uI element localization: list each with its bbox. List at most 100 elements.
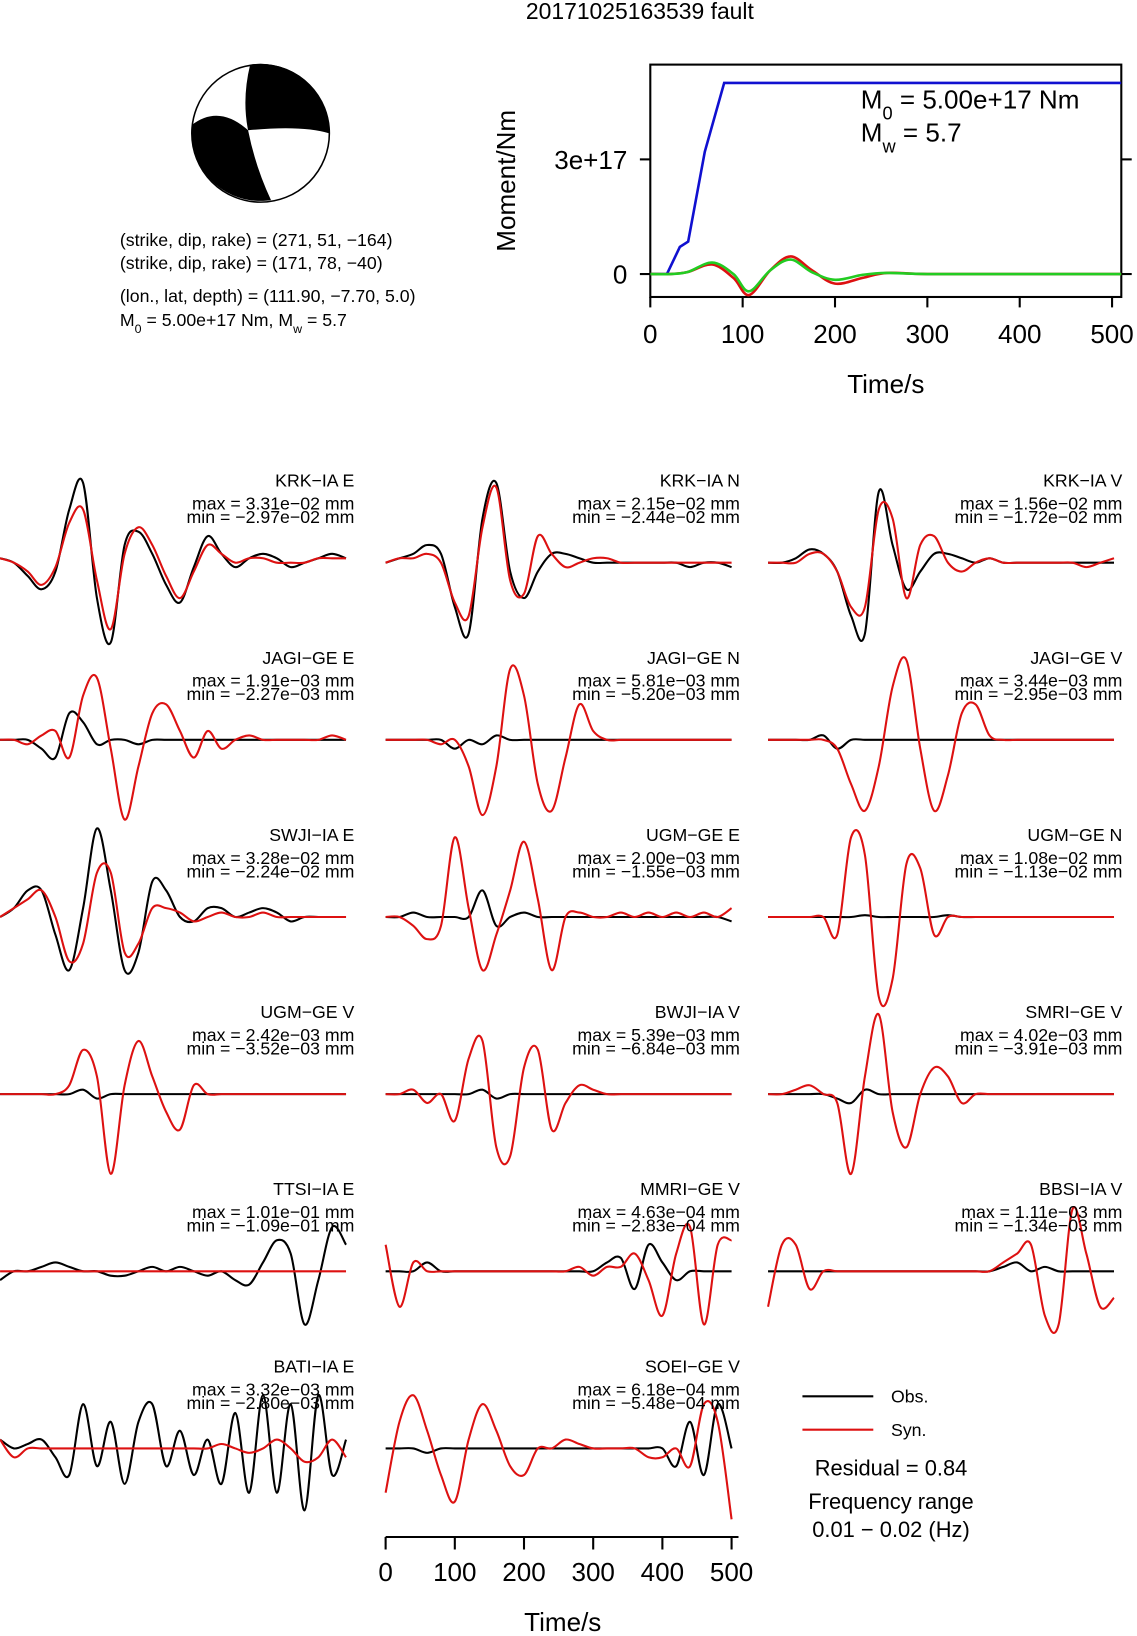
moment-chart: 0 100 200 300 400 500 0 3e+17 Time/s Moment/Nm M0 … [491, 63, 1134, 399]
max-label: max = 1.91e−03 mm [192, 671, 354, 691]
min-label: min = −6.84e−03 mm [572, 1039, 740, 1059]
syn-trace [385, 1034, 732, 1166]
x-tick-label: 400 [998, 319, 1041, 349]
text-part: = 5.00e+17 Nm, M [142, 310, 294, 330]
syn-trace [385, 836, 733, 972]
syn-trace [0, 673, 347, 821]
plot-area [650, 81, 1122, 297]
obs-trace [768, 1261, 1115, 1273]
obs-trace [385, 1403, 733, 1477]
max-label: max = 2.15e−02 mm [578, 494, 740, 514]
max-label: max = 1.08e−02 mm [960, 848, 1122, 868]
station-label: UGM−GE E [646, 825, 740, 845]
min-label: min = −1.34e−03 mm [955, 1216, 1123, 1236]
x-tick-label: 500 [1090, 319, 1133, 349]
station-label: BWJI−IA V [655, 1002, 740, 1022]
min-label: min = −2.24e−02 mm [187, 861, 355, 881]
syn-trace [767, 1206, 1115, 1334]
min-label: min = −1.72e−02 mm [955, 507, 1123, 527]
syn-trace [0, 1039, 347, 1175]
min-label: min = −1.09e−01 mm [187, 1216, 355, 1236]
min-label: min = −2.27e−03 mm [187, 684, 355, 704]
x-tick-label: 200 [813, 319, 856, 349]
max-label: max = 3.31e−02 mm [192, 494, 354, 514]
station-label: JAGI−GE V [1030, 648, 1122, 668]
obs-trace [768, 734, 1115, 750]
text-part: M [120, 310, 135, 330]
max-label: max = 2.42e−03 mm [192, 1025, 354, 1045]
obs-trace [385, 889, 732, 928]
max-label: max = 3.32e−03 mm [192, 1379, 354, 1399]
max-label: max = 5.39e−03 mm [578, 1025, 740, 1045]
x-tick-label: 100 [433, 1557, 476, 1587]
station-label: JAGI−GE N [647, 648, 740, 668]
station-label: TTSI−IA E [273, 1179, 354, 1199]
beachball [191, 63, 331, 203]
moment-annotation: M0 = 5.00e+17 Nm [861, 84, 1080, 123]
syn-trace [768, 500, 1115, 617]
text-part: w [881, 135, 896, 156]
obs-trace [0, 1224, 347, 1326]
plot-frame [649, 63, 1123, 299]
min-label: min = −1.13e−02 mm [955, 861, 1123, 881]
max-label: max = 1.01e−01 mm [192, 1202, 354, 1222]
syn-trace [385, 484, 732, 622]
max-label: max = 4.02e−03 mm [960, 1025, 1122, 1045]
max-label: max = 4.63e−04 mm [578, 1202, 740, 1222]
station-label: UGM−GE V [260, 1002, 354, 1022]
syn-trace [768, 656, 1115, 813]
frequency-range: 0.01 − 0.02 (Hz) [812, 1517, 969, 1542]
station-label: SMRI−GE V [1025, 1002, 1122, 1022]
text-part: = 5.7 [302, 310, 347, 330]
station-label: UGM−GE N [1027, 825, 1122, 845]
x-axis-label: Time/s [524, 1607, 601, 1636]
mechanism-info: (strike, dip, rake) = (271, 51, −164) (st… [120, 230, 416, 336]
residual: Residual = 0.84 [815, 1456, 968, 1481]
min-label: min = −3.52e−03 mm [187, 1039, 355, 1059]
min-label: min = −2.80e−03 mm [187, 1393, 355, 1413]
min-label: min = −2.83e−04 mm [572, 1216, 740, 1236]
figure-title: 20171025163539 fault [526, 0, 755, 24]
syn-trace [768, 828, 1115, 1008]
station-label: BATI−IA E [274, 1356, 355, 1376]
station-label: SWJI−IA E [269, 825, 354, 845]
min-label: min = −5.20e−03 mm [572, 684, 740, 704]
syn-trace [0, 862, 347, 964]
moment-line [650, 255, 1122, 297]
mechanism-line: (strike, dip, rake) = (171, 78, −40) [120, 253, 383, 273]
syn-trace [0, 505, 347, 631]
min-label: min = −2.95e−03 mm [955, 684, 1123, 704]
max-label: max = 3.28e−02 mm [192, 848, 354, 868]
y-tick-label: 0 [613, 259, 628, 289]
max-label: max = 5.81e−03 mm [578, 671, 740, 691]
text-part: w [292, 322, 302, 336]
obs-trace [385, 1242, 732, 1291]
frequency-title: Frequency range [808, 1489, 973, 1514]
moment-line [650, 258, 1122, 293]
min-label: min = −3.91e−03 mm [955, 1039, 1123, 1059]
station-label: KRK−IA E [275, 471, 354, 491]
station-label: BBSI−IA V [1039, 1179, 1122, 1199]
min-label: min = −2.44e−02 mm [572, 507, 740, 527]
moment-annotation: Mw = 5.7 [861, 118, 962, 156]
max-label: max = 6.18e−04 mm [578, 1379, 740, 1399]
x-tick-label: 100 [721, 319, 764, 349]
legend-label: Obs. [891, 1387, 928, 1407]
y-axis-label: Moment/Nm [491, 110, 521, 252]
text-part: M [861, 84, 883, 114]
max-label: max = 1.56e−02 mm [960, 494, 1122, 514]
obs-trace [0, 827, 347, 975]
obs-trace [0, 1394, 348, 1512]
x-axis-label: Time/s [847, 369, 924, 399]
mechanism-line: (lon., lat, depth) = (111.90, −7.70, 5.0… [120, 286, 416, 306]
syn-trace [384, 1394, 733, 1520]
text-part: M [861, 118, 883, 148]
syn-trace [384, 1223, 732, 1326]
min-label: min = −1.55e−03 mm [572, 861, 740, 881]
min-label: min = −5.48e−04 mm [572, 1393, 740, 1413]
x-tick-label: 500 [710, 1557, 753, 1587]
x-tick-label: 300 [906, 319, 949, 349]
moment-summary: M0 = 5.00e+17 Nm, Mw = 5.7 [120, 310, 347, 336]
